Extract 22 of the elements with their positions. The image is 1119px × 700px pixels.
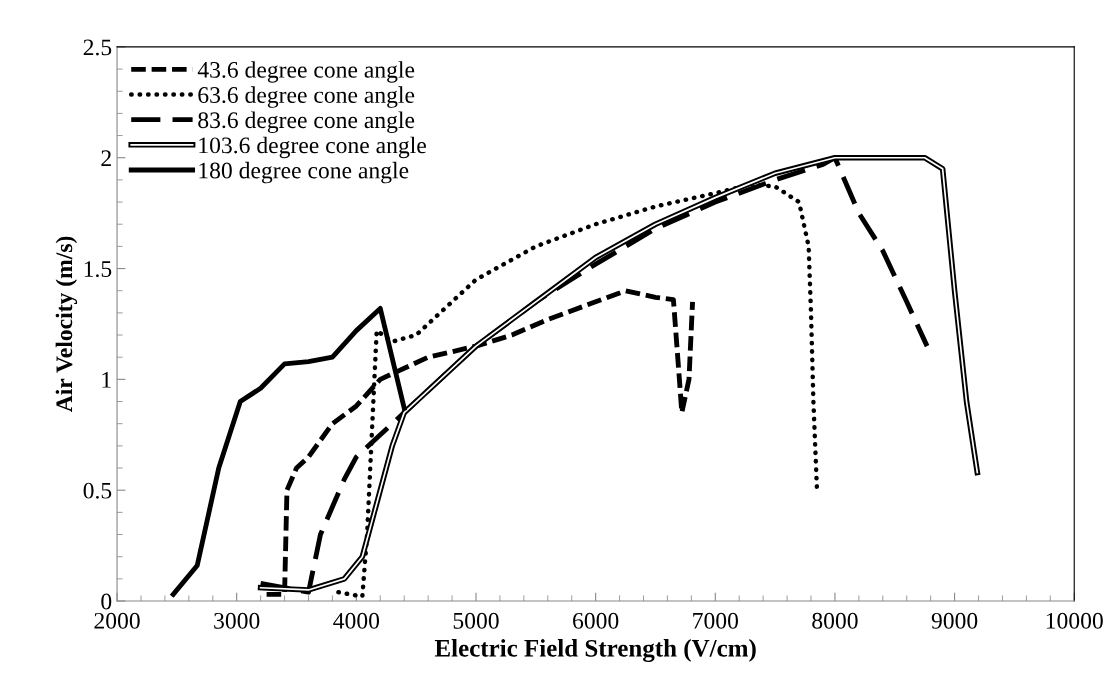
legend-label: 63.6 degree cone angle [198,86,415,108]
legend-label: 180 degree cone angle [199,161,409,184]
x-tick-label: 2000 [94,612,140,629]
y-tick-label: 2 [101,150,111,166]
x-tick-label: 9000 [931,612,978,629]
x-tick-label: 8000 [812,612,858,629]
y-tick-label: 1.5 [84,261,112,278]
legend-label: 43.6 degree cone angle [197,61,415,83]
y-tick-label: 1 [102,371,111,388]
legend-label: 83.6 degree cone angle [198,111,415,134]
x-tick-label: 6000 [573,612,619,629]
x-tick-label: 3000 [214,612,260,629]
x-axis-title: Electric Field Strength (V/cm) [434,639,756,662]
x-tick-label: 5000 [453,612,499,629]
y-tick-label: 0.5 [83,482,112,499]
x-tick-label: 4000 [333,612,380,629]
legend-label: 103.6 degree cone angle [199,136,426,159]
x-tick-label: 7000 [693,612,738,629]
y-tick-label: 0 [101,593,112,610]
y-tick-label: 2.5 [83,39,112,56]
x-tick-label: 10000 [1046,612,1103,629]
y-axis-title: Air Velocity (m/s) [55,236,78,413]
